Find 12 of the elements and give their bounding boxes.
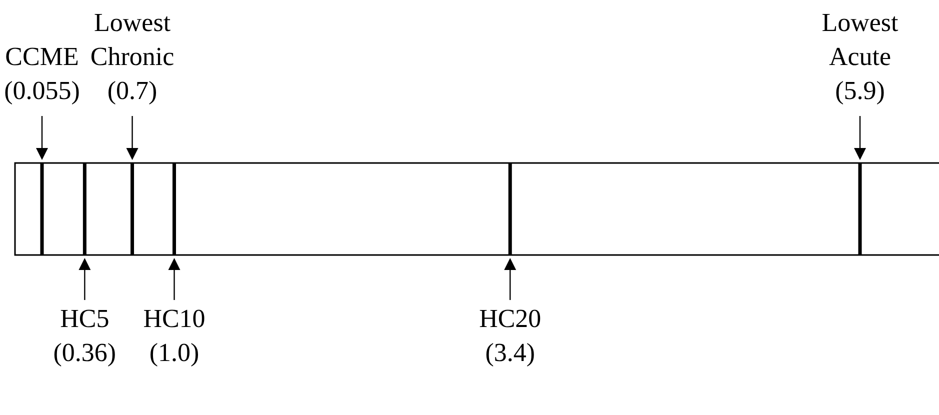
category-label: HC10: [143, 304, 206, 333]
data-label: (3.4): [485, 338, 536, 367]
category-label: HC5: [60, 304, 110, 333]
data-label: (5.9): [835, 76, 885, 105]
category-label: HC20: [479, 304, 542, 333]
data-label: (0.36): [53, 338, 116, 367]
category-label: Lowest Acute: [822, 8, 900, 71]
category-label: Lowest Chronic: [90, 8, 174, 71]
data-label: (0.7): [107, 76, 158, 105]
category-label: CCME: [5, 42, 79, 71]
data-label: (1.0): [149, 338, 200, 367]
data-label: (0.055): [4, 76, 80, 105]
